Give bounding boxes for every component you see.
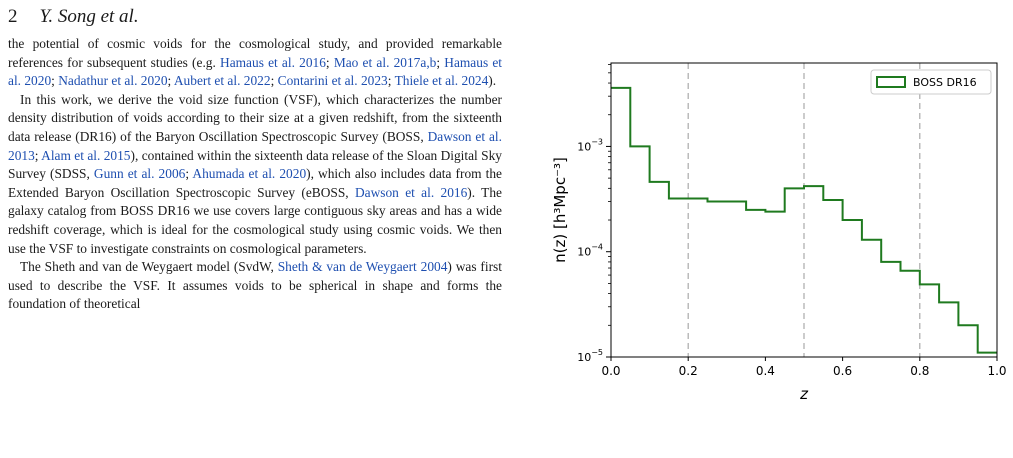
y-tick-label: 10−5	[577, 348, 603, 364]
x-tick-label: 0.4	[756, 364, 775, 378]
x-tick-label: 0.8	[910, 364, 929, 378]
text-run: ;	[436, 54, 445, 70]
text-run: The Sheth and van de Weygaert model (Svd…	[20, 259, 278, 275]
legend-label: BOSS DR16	[913, 76, 977, 89]
legend-swatch	[876, 76, 906, 88]
step-line-series	[611, 86, 997, 354]
x-tick-label: 0.0	[601, 364, 620, 378]
citation-link[interactable]: Dawson et al. 2013	[8, 128, 502, 163]
text-run: the potential of cosmic voids for the co…	[8, 36, 502, 70]
citation-link[interactable]: Sheth & van de Weygaert 2004	[277, 259, 448, 275]
text-run: ) was first used to describe the VSF. It…	[8, 259, 502, 312]
x-axis-ticks: 0.0 0.2 0.4 0.6 0.8 1.0	[601, 357, 1007, 378]
redshift-distribution-figure: 0.0 0.2 0.4 0.6 0.8 1.0 10−5 10−4 10−3 z n(z) […	[545, 40, 1007, 410]
citation-link[interactable]: Gunn et al. 2006	[93, 166, 186, 182]
vertical-reference-lines	[687, 63, 921, 357]
nz-step-chart: 0.0 0.2 0.4 0.6 0.8 1.0 10−5 10−4 10−3 z n(z) […	[551, 62, 1007, 403]
y-tick-label: 10−4	[577, 243, 603, 259]
text-run: ), contained within the sixteenth data r…	[8, 147, 503, 182]
page-header: 2 Y. Song et al.	[8, 0, 139, 34]
text-run: ;	[51, 73, 59, 89]
text-run: ;	[34, 147, 42, 163]
running-head: Y. Song et al.	[39, 6, 139, 27]
text-run: In this work, we derive the void size fu…	[8, 91, 502, 144]
citation-link[interactable]: Aubert et al. 2022	[173, 73, 271, 89]
y-axis-ticks: 10−5 10−4 10−3	[577, 64, 611, 364]
citation-link[interactable]: Mao et al. 2017a,b	[333, 54, 437, 70]
citation-link[interactable]: Ahumada et al. 2020	[192, 166, 307, 182]
x-tick-label: 0.6	[833, 364, 852, 378]
y-tick-label: 10−3	[577, 137, 603, 153]
body-text-column: the potential of cosmic voids for the co…	[8, 35, 502, 314]
citation-link[interactable]: Hamaus et al. 2020	[8, 54, 503, 89]
citation-link[interactable]: Alam et al. 2015	[41, 147, 131, 163]
legend: BOSS DR16	[870, 69, 992, 95]
paragraph: the potential of cosmic voids for the co…	[8, 35, 502, 91]
paragraph: In this work, we derive the void size fu…	[8, 91, 502, 258]
citation-link[interactable]: Dawson et al. 2016	[354, 184, 468, 200]
citation-link[interactable]: Thiele et al. 2024	[394, 73, 489, 89]
citation-link[interactable]: Contarini et al. 2023	[277, 73, 388, 89]
text-run: ), which also includes data from the Ext…	[8, 166, 502, 200]
plot-frame	[610, 62, 998, 358]
text-run: ;	[325, 54, 334, 70]
y-axis-label: n(z) [h³Mpc⁻³]	[551, 157, 569, 263]
page-number: 2	[8, 6, 18, 27]
citation-link[interactable]: Hamaus et al. 2016	[220, 54, 326, 70]
text-run: ;	[185, 166, 193, 182]
citation-link[interactable]: Nadathur et al. 2020	[58, 73, 168, 89]
x-tick-label: 0.2	[679, 364, 698, 378]
text-run: ;	[167, 73, 174, 89]
text-run: ;	[270, 73, 278, 89]
text-run: ). The galaxy catalog from BOSS DR16 we …	[8, 184, 503, 256]
paragraph: The Sheth and van de Weygaert model (Svd…	[8, 258, 502, 314]
text-run: ;	[387, 73, 395, 89]
x-axis-label: z	[799, 385, 809, 403]
text-run: ).	[488, 73, 497, 89]
x-tick-label: 1.0	[987, 364, 1006, 378]
